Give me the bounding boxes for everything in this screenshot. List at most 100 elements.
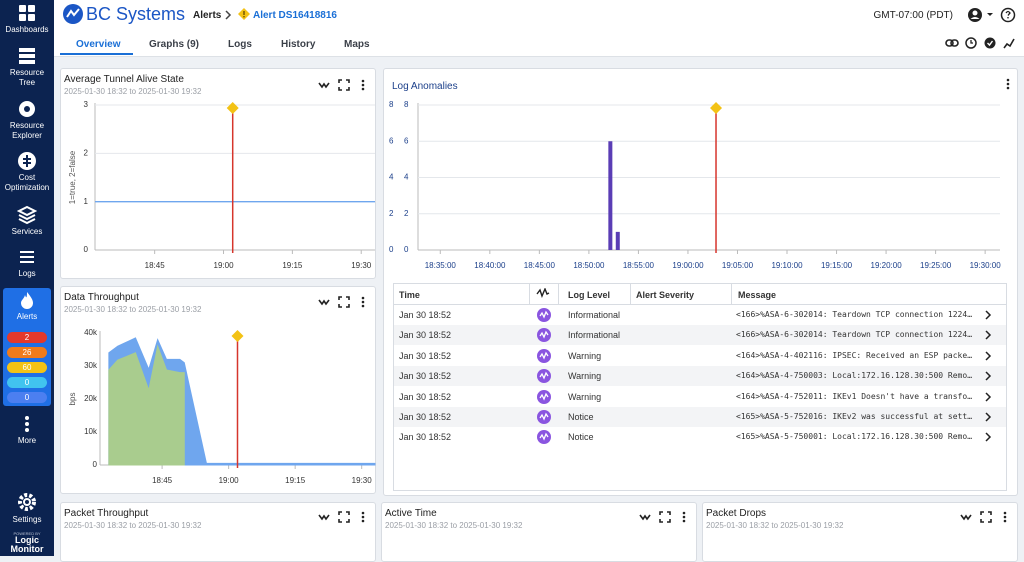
top-bar: BC Systems Alerts Alert DS16418816 GMT-0… (54, 0, 1024, 30)
panel-title: Packet Drops (706, 508, 767, 519)
tab[interactable]: Maps (344, 39, 370, 50)
tab-actions[interactable] (945, 36, 1017, 50)
header-icons[interactable] (967, 7, 1017, 23)
tab[interactable]: Graphs (9) (149, 39, 200, 50)
alert-badge[interactable]: 60 (7, 362, 47, 373)
icon (19, 5, 35, 21)
cell-time: Jan 30 18:52 (399, 391, 452, 402)
panel-subtitle: 2025-01-30 18:32 to 2025-01-30 19:32 (385, 521, 523, 530)
tab-underline (60, 53, 133, 55)
anomaly-icon (537, 389, 551, 404)
column-header[interactable]: Alert Severity (636, 290, 695, 300)
anomaly-icon (537, 430, 551, 445)
cell-level: Warning (568, 350, 602, 361)
logo-icon (63, 4, 83, 24)
tab[interactable]: Overview (76, 39, 121, 50)
logo[interactable]: BC Systems (86, 4, 186, 24)
cell-level: Notice (568, 432, 594, 443)
nav-label[interactable]: Resource Tree (9, 68, 45, 87)
cell-time: Jan 30 18:52 (399, 371, 452, 382)
panel-subtitle: 2025-01-30 18:32 to 2025-01-30 19:32 (64, 305, 202, 314)
alert-badge[interactable]: 2 (7, 332, 47, 343)
row-chevron[interactable] (984, 371, 992, 381)
nav-label[interactable]: Dashboards (5, 25, 49, 34)
panel: Packet Drops 2025-01-30 18:32 to 2025-01… (702, 502, 1018, 562)
panel-title: Packet Throughput (64, 508, 149, 519)
nav-label[interactable]: Cost Optimization (4, 173, 50, 192)
cell-message: <165>%ASA-5-750001: Local:172.16.128.30:… (736, 432, 973, 442)
anomaly-icon (537, 328, 551, 343)
tab[interactable]: History (281, 39, 316, 50)
breadcrumb-current: Alert DS16418816 (253, 10, 337, 21)
nav-label[interactable]: Services (11, 227, 43, 236)
tab[interactable]: Logs (228, 39, 252, 50)
panel-title: Log Anomalies (392, 81, 458, 92)
cell-time: Jan 30 18:52 (399, 350, 452, 361)
anomaly-icon (537, 410, 551, 424)
panel-subtitle: 2025-01-30 18:32 to 2025-01-30 19:32 (64, 521, 202, 530)
panel-title: Average Tunnel Alive State (64, 74, 184, 85)
chevron (225, 10, 232, 20)
cell-level: Notice (568, 412, 594, 422)
panel: Active Time 2025-01-30 18:32 to 2025-01-… (381, 502, 697, 562)
cell-message: <166>%ASA-6-302014: Teardown TCP connect… (736, 310, 973, 319)
col-divider (529, 284, 530, 304)
col-divider (558, 284, 559, 304)
row-chevron[interactable] (984, 412, 992, 422)
col-divider (630, 284, 631, 304)
anomaly-col-icon (536, 288, 550, 298)
panel-title: Data Throughput (64, 292, 139, 303)
powered-by: POWERED BY (13, 531, 41, 536)
row-chevron[interactable] (984, 351, 992, 361)
alert-badge[interactable]: 0 (7, 377, 47, 388)
column-header[interactable]: Time (399, 290, 420, 300)
nav-label[interactable]: Alerts (16, 312, 38, 321)
nav-label[interactable]: More (17, 436, 37, 445)
cell-time: Jan 30 18:52 (399, 412, 452, 422)
nav-label[interactable]: Settings (12, 515, 42, 524)
anomaly-icon (537, 369, 551, 384)
sidebar: Dashboards Resource Tree Resource Explor… (0, 0, 54, 556)
icon (17, 205, 37, 225)
cell-level: Informational (568, 310, 621, 320)
panel: Average Tunnel Alive State 2025-01-30 18… (60, 68, 376, 279)
icon (18, 493, 36, 511)
alert-badge[interactable]: 0 (7, 392, 47, 403)
nav-label[interactable]: Logs (18, 269, 36, 278)
row-chevron[interactable] (984, 392, 992, 402)
row-chevron[interactable] (984, 432, 992, 442)
table-header (394, 284, 1006, 305)
cell-time: Jan 30 18:52 (399, 330, 452, 341)
row-chevron[interactable] (984, 330, 992, 340)
cell-message: <166>%ASA-6-302014: Teardown TCP connect… (736, 330, 973, 340)
column-header[interactable]: Log Level (568, 290, 611, 300)
icon (25, 416, 29, 432)
row-chevron[interactable] (984, 310, 992, 320)
col-divider (731, 284, 732, 304)
icon (20, 251, 34, 263)
timezone[interactable]: GMT-07:00 (PDT) (873, 10, 953, 21)
cell-message: <164>%ASA-4-402116: IPSEC: Received an E… (736, 350, 973, 360)
alert-badge[interactable]: 26 (7, 347, 47, 358)
brand: Logic Monitor (10, 535, 44, 554)
cell-level: Informational (568, 330, 621, 341)
log-table: Time Log Level Alert Severity Message Ja… (393, 283, 1007, 491)
alert-icon (238, 8, 250, 20)
nav-label[interactable]: Resource Explorer (9, 121, 45, 140)
cell-message: <165>%ASA-5-752016: IKEv2 was successful… (736, 412, 973, 421)
anomaly-icon (537, 348, 551, 363)
tab-bar: Overview Graphs (9) Logs History Maps (54, 30, 1024, 57)
icon (21, 292, 33, 309)
anomaly-icon (537, 308, 551, 322)
panel-subtitle: 2025-01-30 18:32 to 2025-01-30 19:32 (64, 87, 202, 96)
cell-time: Jan 30 18:52 (399, 432, 452, 443)
cell-message: <164>%ASA-4-752011: IKEv1 Doesn't have a… (736, 391, 973, 401)
cell-time: Jan 30 18:52 (399, 310, 452, 320)
panel: Packet Throughput 2025-01-30 18:32 to 20… (60, 502, 376, 562)
breadcrumb[interactable]: Alerts (193, 10, 222, 21)
cell-level: Warning (568, 371, 602, 382)
panel-subtitle: 2025-01-30 18:32 to 2025-01-30 19:32 (706, 521, 844, 530)
icon (18, 152, 36, 170)
cell-level: Warning (568, 391, 602, 402)
column-header[interactable]: Message (738, 290, 777, 300)
